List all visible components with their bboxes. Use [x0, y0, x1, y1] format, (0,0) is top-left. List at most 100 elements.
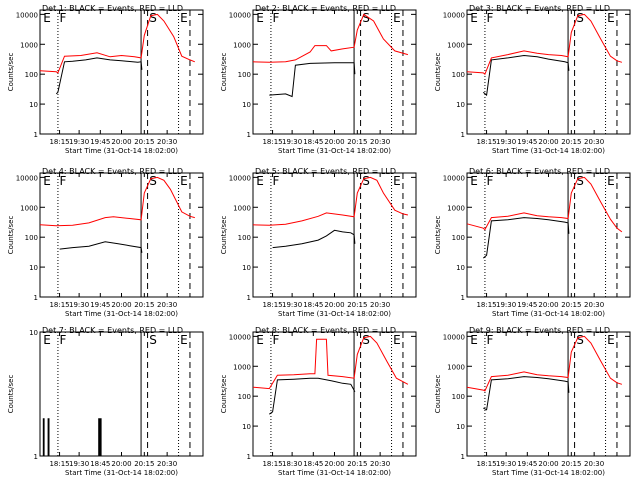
event-marker-label: S: [149, 11, 157, 25]
event-marker-label: S: [149, 333, 157, 347]
x-tick-label: 19:45: [517, 460, 537, 468]
y-axis-label: Counts/sec: [7, 375, 15, 414]
chart-title: Det 9: BLACK = Events, RED = LLD: [469, 326, 610, 335]
x-axis-label: Start Time (31-Oct-14 18:02:00): [492, 147, 605, 155]
event-marker-label: F: [60, 333, 67, 347]
x-tick-label: 18:15: [262, 138, 282, 146]
x-tick-label: 19:30: [282, 301, 302, 309]
x-tick-label: 18:45: [303, 460, 323, 468]
chart-panel-6: Det 6: BLACK = Events, RED = LLD 1 10 100 10…: [434, 167, 631, 318]
chart-panel-1: Det 1: BLACK = Events, RED = LLD 1 10 100 10…: [7, 4, 204, 155]
chart-title: Det 8: BLACK = Events, RED = LLD: [255, 326, 396, 335]
y-tick-label: 100: [238, 71, 251, 79]
x-tick-label: 18:45: [303, 301, 323, 309]
y-axis-label: Counts/sec: [7, 216, 15, 255]
x-tick-label: 18:15: [262, 301, 282, 309]
series-line-black: [482, 217, 570, 259]
x-axis-label: Start Time (31-Oct-14 18:02:00): [492, 469, 605, 477]
event-marker-label: F: [273, 11, 280, 25]
x-tick-label: 20:00: [538, 301, 558, 309]
y-tick-label: 10: [456, 264, 465, 272]
y-tick-label: 10: [242, 423, 251, 431]
x-tick-label: 19:45: [90, 301, 110, 309]
event-marker-label: E: [256, 333, 264, 347]
x-tick-label: 19:30: [69, 460, 89, 468]
x-tick-label: 20:00: [324, 301, 344, 309]
y-tick-label: 100: [238, 234, 251, 242]
x-tick-label: 19:30: [496, 138, 516, 146]
series-line-red: [252, 13, 409, 63]
series-line-red: [252, 176, 409, 226]
x-axis-label: Start Time (31-Oct-14 18:02:00): [278, 147, 391, 155]
x-tick-label: 20:30: [584, 138, 604, 146]
y-axis-label: Counts/sec: [220, 53, 228, 92]
y-tick-label: 10000: [443, 11, 465, 19]
event-marker-label: E: [607, 174, 615, 188]
y-axis-label: Counts/sec: [220, 216, 228, 255]
x-tick-label: 18:45: [303, 138, 323, 146]
chart-title: Det 1: BLACK = Events, RED = LLD: [42, 4, 183, 13]
event-marker-label: E: [393, 174, 401, 188]
event-marker-label: E: [470, 11, 478, 25]
x-tick-label: 20:30: [157, 301, 177, 309]
event-marker-label: F: [60, 174, 67, 188]
chart-panel-4: Det 4: BLACK = Events, RED = LLD 1 10 100 10…: [7, 167, 204, 318]
y-tick-label: 1000: [233, 204, 251, 212]
x-tick-label: 20:30: [370, 138, 390, 146]
x-tick-label: 20:15: [134, 301, 154, 309]
y-tick-label: 1: [461, 453, 465, 461]
x-tick-label: 20:15: [134, 460, 154, 468]
y-tick-label: 10: [29, 264, 38, 272]
x-tick-label: 20:15: [561, 301, 581, 309]
x-tick-label: 18:15: [49, 301, 69, 309]
x-tick-label: 20:15: [561, 138, 581, 146]
event-marker-label: E: [43, 11, 51, 25]
y-tick-label: 1: [461, 294, 465, 302]
chart-title: Det 2: BLACK = Events, RED = LLD: [255, 4, 396, 13]
y-tick-label: 10000: [229, 333, 251, 341]
chart-title: Det 6: BLACK = Events, RED = LLD: [469, 167, 610, 176]
y-tick-label: 10: [456, 101, 465, 109]
y-tick-label: 10: [242, 101, 251, 109]
x-tick-label: 20:30: [370, 460, 390, 468]
y-axis-label: Counts/sec: [434, 53, 442, 92]
event-marker-label: F: [487, 11, 494, 25]
x-tick-label: 18:15: [476, 138, 496, 146]
x-axis-label: Start Time (31-Oct-14 18:02:00): [65, 147, 178, 155]
series-line-black: [269, 377, 356, 415]
event-marker-label: E: [256, 11, 264, 25]
y-tick-label: 1: [34, 131, 38, 139]
event-marker-label: E: [607, 11, 615, 25]
y-tick-label: 100: [452, 234, 465, 242]
x-tick-label: 20:00: [111, 460, 131, 468]
event-marker-label: S: [362, 11, 370, 25]
x-tick-label: 20:30: [157, 460, 177, 468]
event-marker-label: F: [273, 174, 280, 188]
event-marker-label: S: [576, 333, 584, 347]
y-tick-label: 100: [25, 71, 38, 79]
x-tick-label: 20:30: [157, 138, 177, 146]
series-line-black: [482, 54, 570, 97]
series-line-red: [39, 176, 195, 227]
y-tick-label: 1000: [233, 363, 251, 371]
x-tick-label: 19:30: [496, 460, 516, 468]
y-tick-label: 1000: [233, 41, 251, 49]
x-tick-label: 20:30: [584, 460, 604, 468]
series-line-black: [483, 376, 570, 411]
x-axis-label: Start Time (31-Oct-14 18:02:00): [65, 469, 178, 477]
event-marker-label: E: [470, 333, 478, 347]
series-line-red: [252, 335, 409, 390]
event-marker-label: F: [487, 333, 494, 347]
y-tick-label: 10000: [16, 11, 38, 19]
event-marker-label: S: [149, 174, 157, 188]
y-tick-label: 10000: [229, 11, 251, 19]
chart-panel-8: Det 8: BLACK = Events, RED = LLD 1 10 100 10…: [220, 326, 417, 477]
y-tick-label: 1000: [447, 204, 465, 212]
x-tick-label: 20:30: [584, 301, 604, 309]
chart-panel-7: Det 7: BLACK = Events, RED = LLD 1 10 Count…: [7, 326, 204, 477]
event-marker-label: E: [180, 333, 188, 347]
series-line-black: [59, 241, 143, 253]
chart-panel-9: Det 9: BLACK = Events, RED = LLD 1 10 100 10…: [434, 326, 631, 477]
event-marker-label: E: [393, 11, 401, 25]
chart-panel-2: Det 2: BLACK = Events, RED = LLD 1 10 100 10…: [220, 4, 417, 155]
